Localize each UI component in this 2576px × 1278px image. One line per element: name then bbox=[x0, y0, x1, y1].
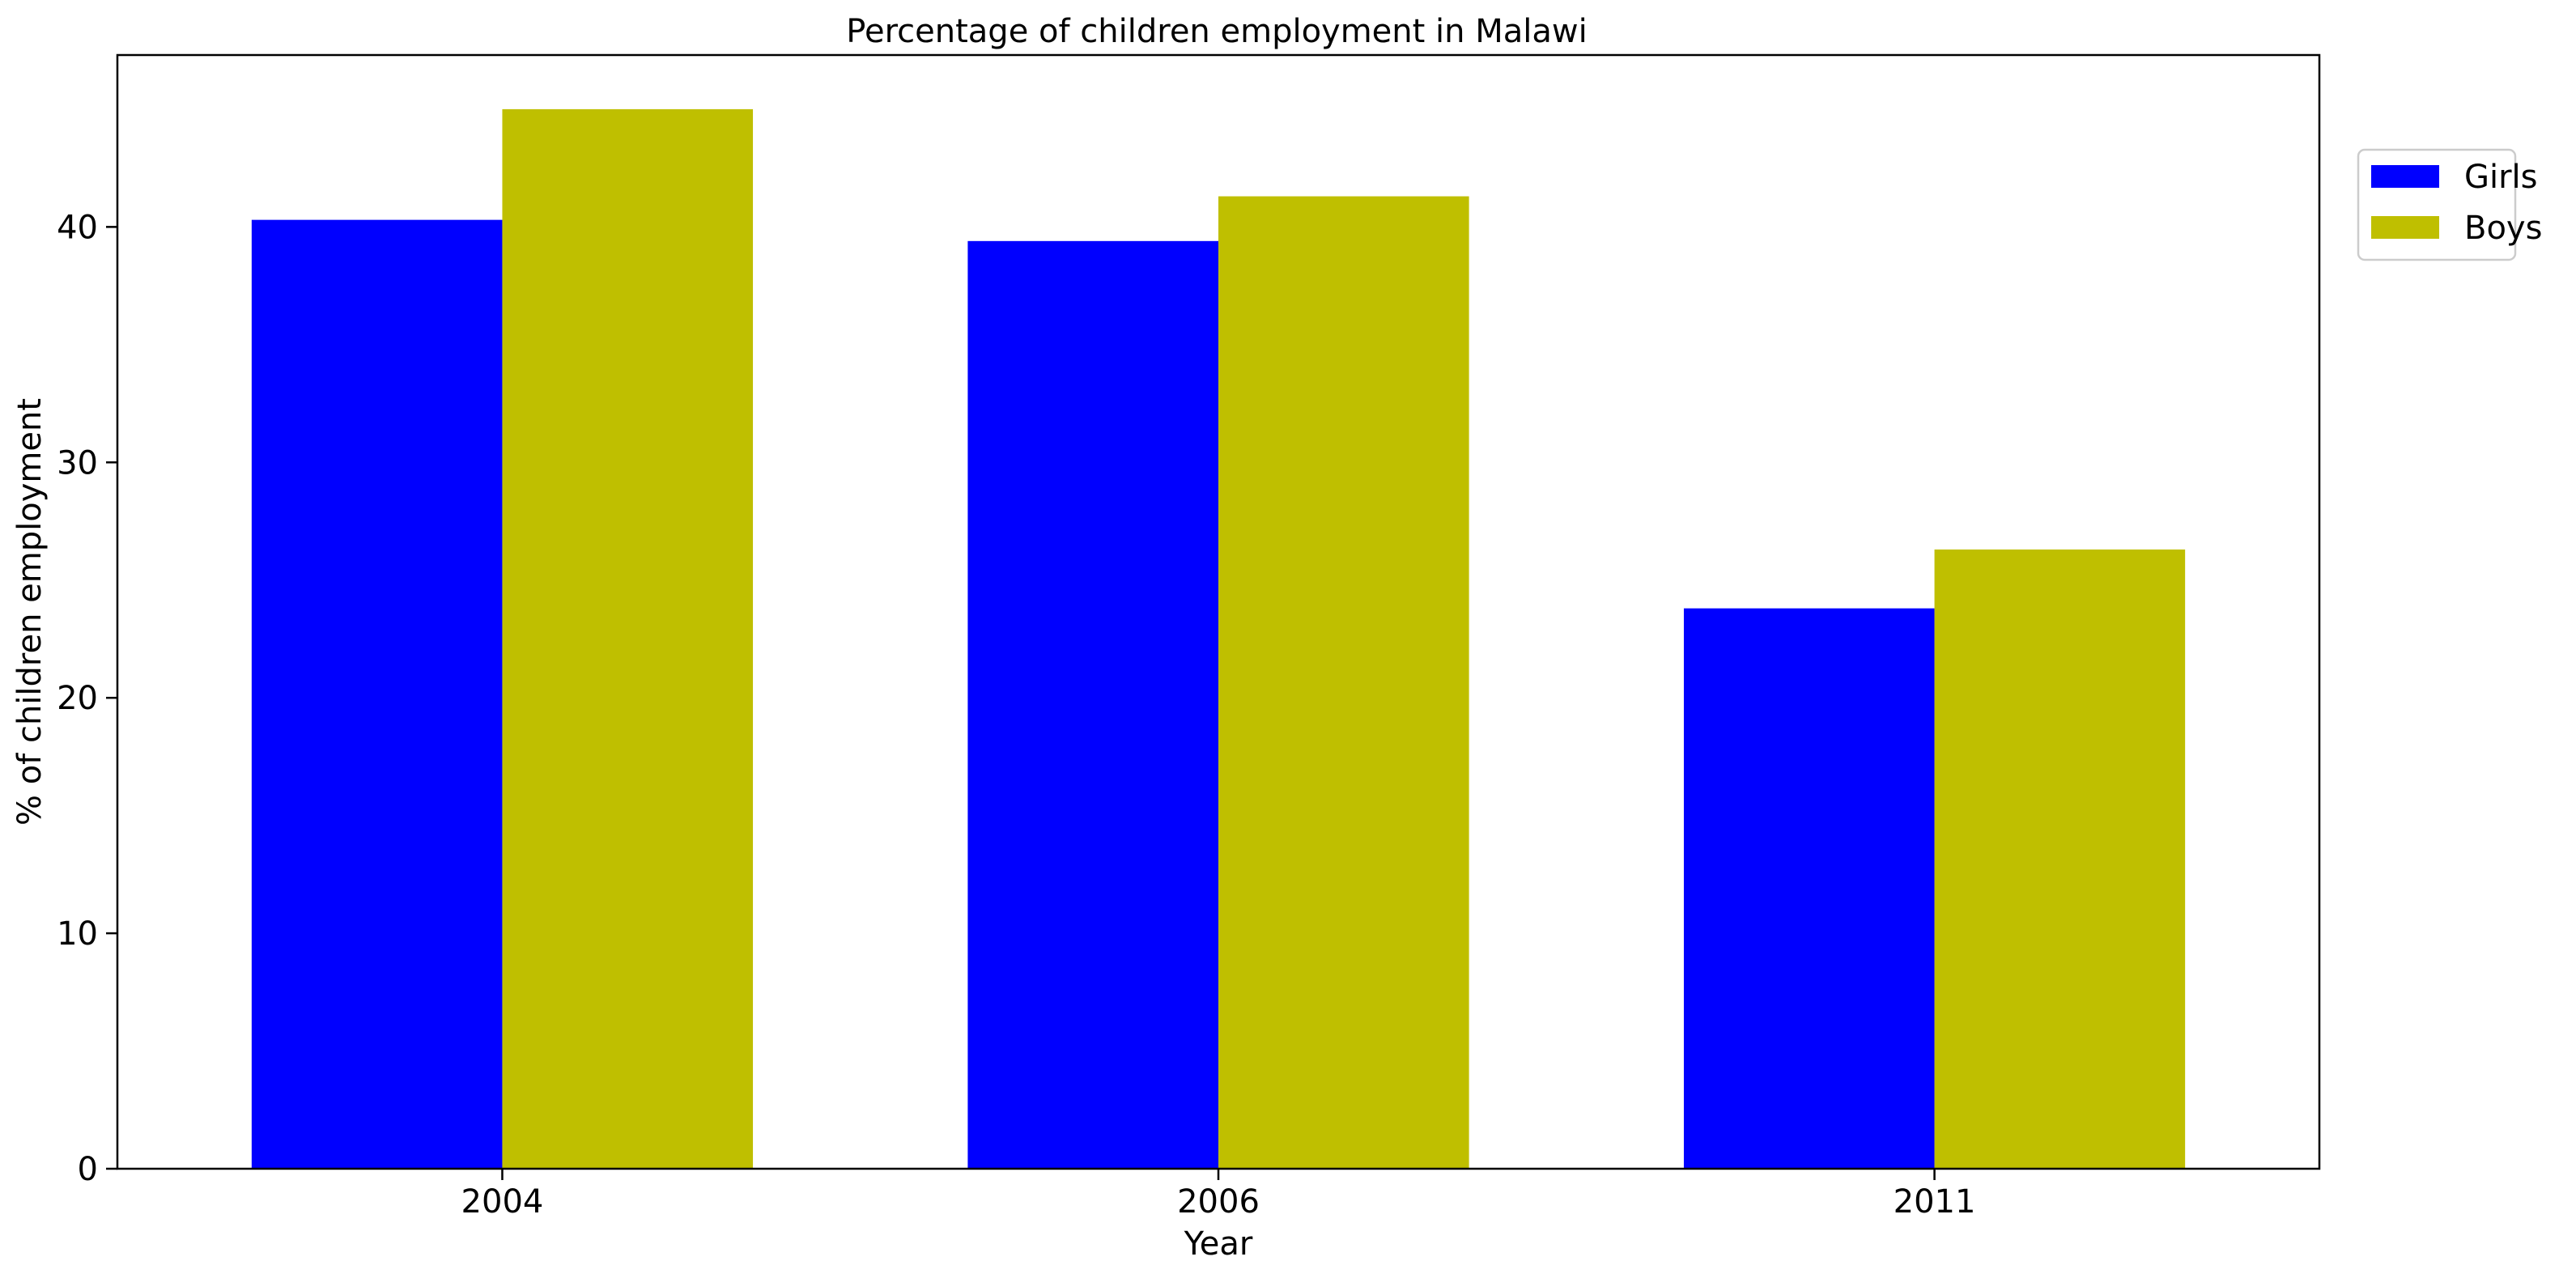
legend: Girls Boys bbox=[2357, 148, 2542, 261]
bar-boys-2006 bbox=[1218, 196, 1469, 1170]
x-axis: 2004 2006 2011 bbox=[461, 1169, 1976, 1221]
legend-items: Girls Boys bbox=[2371, 159, 2542, 247]
y-axis-label: % of children employment bbox=[11, 398, 49, 826]
legend-swatch-boys bbox=[2371, 216, 2439, 239]
x-axis-label: Year bbox=[1184, 1225, 1253, 1263]
y-tick-label: 30 bbox=[57, 444, 98, 482]
bar-girls-2004 bbox=[251, 219, 503, 1169]
bars-group bbox=[251, 108, 2186, 1170]
y-tick-label: 20 bbox=[57, 680, 98, 717]
legend-label-boys: Boys bbox=[2464, 210, 2542, 247]
y-axis: 0 10 20 30 40 bbox=[57, 209, 117, 1188]
y-tick-label: 10 bbox=[57, 915, 98, 953]
legend-label-girls: Girls bbox=[2464, 159, 2538, 196]
x-tick-label: 2004 bbox=[461, 1183, 544, 1221]
bar-boys-2004 bbox=[502, 108, 754, 1170]
y-tick-label: 0 bbox=[78, 1151, 98, 1188]
bar-girls-2006 bbox=[967, 240, 1218, 1170]
x-tick-label: 2011 bbox=[1894, 1183, 1976, 1221]
x-tick-label: 2006 bbox=[1177, 1183, 1260, 1221]
y-tick-label: 40 bbox=[57, 209, 98, 246]
bar-girls-2011 bbox=[1683, 608, 1935, 1169]
bar-boys-2011 bbox=[1934, 549, 2186, 1169]
legend-swatch-girls bbox=[2371, 165, 2439, 188]
chart-title: Percentage of children employment in Mal… bbox=[846, 13, 1587, 50]
